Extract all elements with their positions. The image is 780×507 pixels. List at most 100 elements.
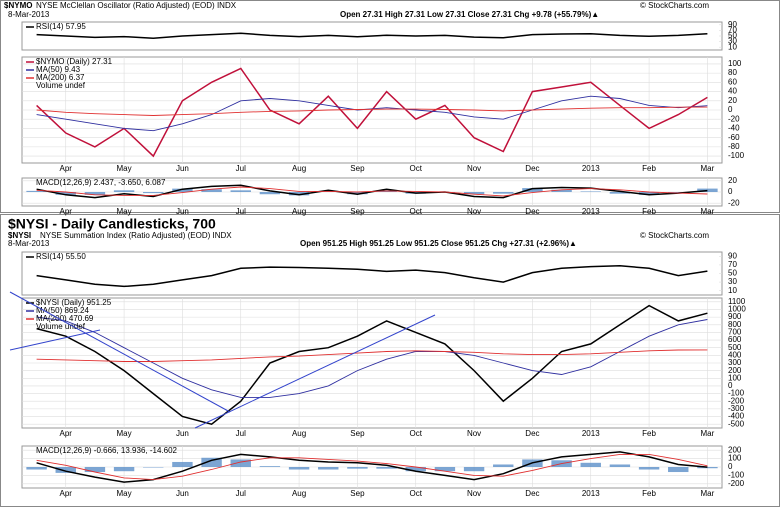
histogram-bar <box>434 467 456 472</box>
x-tick-label: Sep <box>350 429 365 438</box>
x-tick-label: Aug <box>292 489 306 498</box>
x-tick-label: Jun <box>176 164 189 173</box>
quote: Open 951.25 High 951.25 Low 951.25 Close… <box>300 239 577 248</box>
y-tick-label: 0 <box>728 381 733 390</box>
x-tick-label: Sep <box>350 489 365 498</box>
date: 8-Mar-2013 <box>8 239 50 248</box>
histogram-bar <box>288 467 310 470</box>
y-tick-label: 0 <box>728 462 733 471</box>
series-line <box>36 316 708 398</box>
legend-label: $NYSI (Daily) 951.25 <box>36 298 112 307</box>
panel <box>21 251 723 296</box>
series-line <box>36 32 708 39</box>
series-line <box>36 453 708 481</box>
y-tick-label: 500 <box>728 343 742 352</box>
credit: © StockCharts.com <box>640 1 709 10</box>
x-tick-label: Mar <box>701 207 715 216</box>
x-tick-label: May <box>117 489 132 498</box>
y-tick-label: -200 <box>728 479 745 488</box>
y-tick-label: -80 <box>728 142 740 151</box>
histogram-bar <box>259 466 281 467</box>
trendline <box>9 291 231 413</box>
x-tick-label: Jul <box>236 207 246 216</box>
legend-label: MA(200) 470.69 <box>36 314 94 323</box>
x-tick-label: 2013 <box>582 207 600 216</box>
histogram-bar <box>580 462 601 467</box>
legend-note: Volume undef <box>36 322 86 331</box>
x-tick-label: Feb <box>642 489 656 498</box>
histogram-bar <box>580 191 601 192</box>
y-tick-label: 900 <box>728 312 742 321</box>
y-tick-label: 80 <box>728 68 737 77</box>
y-tick-label: 0 <box>728 105 733 114</box>
symbol: $NYMO <box>4 1 32 10</box>
x-tick-label: Oct <box>410 429 423 438</box>
y-tick-label: 1000 <box>728 305 746 314</box>
y-tick-label: -20 <box>728 114 740 123</box>
x-tick-label: Oct <box>410 164 423 173</box>
y-tick-label: 70 <box>728 260 737 269</box>
x-tick-label: Dec <box>525 164 539 173</box>
y-tick-label: -400 <box>728 412 745 421</box>
histogram-bar <box>143 192 164 194</box>
histogram-bar <box>84 467 106 473</box>
x-tick-label: Nov <box>467 207 481 216</box>
series-line <box>36 67 708 158</box>
x-tick-label: Aug <box>292 207 306 216</box>
series-line <box>36 304 708 426</box>
histogram-bar <box>463 467 485 472</box>
histogram-bar <box>172 461 193 467</box>
y-tick-label: 100 <box>728 454 742 463</box>
x-tick-label: 2013 <box>582 429 600 438</box>
x-tick-label: Oct <box>410 489 423 498</box>
panel-title: MACD(12,26,9) -0.666, 13.936, -14.602 <box>36 446 178 455</box>
x-tick-label: Jul <box>236 489 246 498</box>
x-tick-label: Jul <box>236 429 246 438</box>
series-line <box>36 106 708 116</box>
histogram-bar <box>697 188 718 192</box>
y-tick-label: 60 <box>728 77 737 86</box>
x-tick-label: Mar <box>701 429 715 438</box>
x-tick-label: Sep <box>350 207 365 216</box>
histogram-bar <box>259 192 281 195</box>
legend-label: $NYMO (Daily) 27.31 <box>36 57 113 66</box>
x-tick-label: Apr <box>60 429 73 438</box>
series-line <box>36 265 708 288</box>
x-tick-label: Nov <box>467 164 481 173</box>
x-tick-label: May <box>117 429 132 438</box>
histogram-bar <box>376 467 397 469</box>
histogram-bar <box>201 457 222 467</box>
symbol: $NYSI <box>8 231 31 240</box>
y-tick-label: 1100 <box>728 297 746 306</box>
x-tick-label: Apr <box>60 207 73 216</box>
y-tick-label: 20 <box>728 176 737 185</box>
y-tick-label: -300 <box>728 404 745 413</box>
histogram-bar <box>230 459 251 467</box>
x-tick-label: Apr <box>60 489 73 498</box>
legend-label: RSI(14) 55.50 <box>36 252 86 261</box>
y-tick-label: 20 <box>728 96 737 105</box>
series-line <box>36 349 708 362</box>
y-tick-label: -20 <box>728 198 740 207</box>
histogram-bar <box>318 467 339 470</box>
y-tick-label: 30 <box>728 37 737 46</box>
chart-title: $NYSI - Daily Candlesticks, 700 <box>8 216 216 232</box>
histogram-bar <box>288 192 310 196</box>
x-tick-label: Aug <box>292 429 306 438</box>
x-tick-label: May <box>117 207 132 216</box>
histogram-bar <box>26 467 47 470</box>
credit: © StockCharts.com <box>640 231 709 240</box>
legend-label: MA(50) 9.43 <box>36 65 81 74</box>
y-tick-label: 50 <box>728 31 737 40</box>
x-tick-label: Oct <box>410 207 423 216</box>
histogram-bar <box>638 467 660 470</box>
histogram-bar <box>493 192 514 194</box>
panel-title: MACD(12,26,9) 2.437, -3.650, 6.087 <box>36 178 166 187</box>
y-tick-label: 300 <box>728 358 742 367</box>
y-tick-label: 700 <box>728 328 742 337</box>
x-tick-label: 2013 <box>582 489 600 498</box>
y-tick-label: -200 <box>728 396 745 405</box>
y-tick-label: 40 <box>728 87 737 96</box>
histogram-bar <box>84 192 106 195</box>
